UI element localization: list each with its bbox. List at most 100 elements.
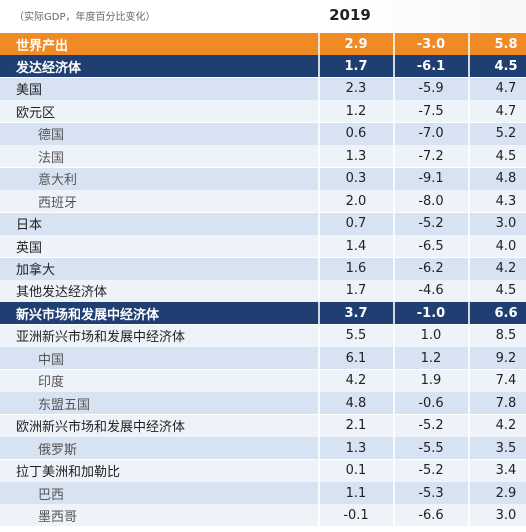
row-label: 加拿大 — [16, 263, 56, 278]
row-label: 世界产出 — [16, 38, 69, 54]
value-cell: 2.1 — [345, 418, 367, 434]
value-cell: -7.2 — [418, 148, 444, 164]
row-label: 巴西 — [38, 487, 65, 503]
value-cell: 4.7 — [495, 81, 517, 97]
table-row: 世界产出 2.9 -3.0 5.8 — [0, 33, 526, 55]
row-label: 欧元区 — [16, 105, 56, 121]
value-cell: 3.5 — [495, 440, 517, 456]
row-label: 意大利 — [38, 173, 78, 189]
value-cell: 1.3 — [345, 440, 367, 456]
row-label: 西班牙 — [38, 195, 78, 211]
value-cell: 0.6 — [345, 126, 367, 142]
value-cell: 4.2 — [495, 418, 517, 434]
value-cell: -8.0 — [418, 193, 444, 209]
value-cell: 2.9 — [344, 36, 368, 52]
value-cell: 3.0 — [495, 216, 517, 232]
row-label: 英国 — [16, 240, 43, 256]
value-cell: -6.1 — [416, 58, 446, 74]
table-header: （实际GDP，年度百分比变化） 2019 — [0, 0, 526, 32]
value-cell: 3.4 — [495, 463, 517, 479]
row-label: 印度 — [38, 375, 65, 391]
row-label: 亚洲新兴市场和发展中经济体 — [16, 330, 186, 346]
column-separator — [393, 32, 395, 532]
value-cell: 8.5 — [495, 328, 517, 344]
value-cell: 2.9 — [495, 485, 517, 501]
value-cell: 1.7 — [345, 283, 367, 299]
row-label: 拉丁美洲和加勒比 — [16, 465, 121, 481]
value-cell: -1.0 — [416, 305, 446, 321]
value-cell: 1.2 — [420, 350, 442, 366]
value-cell: 2.3 — [345, 81, 367, 97]
row-label: 日本 — [16, 218, 43, 234]
value-cell: -5.9 — [418, 81, 444, 97]
table-row: 新兴市场和发展中经济体 3.7 -1.0 6.6 — [0, 302, 526, 325]
value-cell: 4.5 — [494, 58, 518, 74]
table-row: 欧洲新兴市场和发展中经济体 2.1 -5.2 4.2 — [0, 414, 526, 437]
value-cell: 4.5 — [495, 148, 517, 164]
value-cell: 3.0 — [495, 507, 517, 523]
value-cell: 9.2 — [495, 350, 517, 366]
value-cell: -3.0 — [416, 36, 446, 52]
value-cell: -4.6 — [418, 283, 444, 299]
table-row: 东盟五国 4.8 -0.6 7.8 — [0, 392, 526, 415]
row-label: 法国 — [38, 150, 65, 166]
table-row: 拉丁美洲和加勒比 0.1 -5.2 3.4 — [0, 459, 526, 482]
row-label: 新兴市场和发展中经济体 — [16, 307, 160, 323]
row-label: 墨西哥 — [38, 509, 78, 525]
value-cell: 5.2 — [495, 126, 517, 142]
value-cell: -6.2 — [418, 261, 444, 276]
value-cell: 1.3 — [345, 148, 367, 164]
table-row: 意大利 0.3 -9.1 4.8 — [0, 167, 526, 190]
value-cell: -6.6 — [418, 507, 444, 523]
table-row: 欧元区 1.2 -7.5 4.7 — [0, 100, 526, 123]
value-cell: 2.0 — [345, 193, 367, 209]
value-cell: 1.9 — [420, 373, 442, 389]
value-cell: -0.6 — [418, 395, 444, 411]
table-row: 中国 6.1 1.2 9.2 — [0, 347, 526, 370]
header-note: （实际GDP，年度百分比变化） — [14, 12, 156, 23]
value-cell: 6.1 — [345, 350, 367, 366]
row-label: 美国 — [16, 83, 43, 99]
value-cell: 1.4 — [345, 238, 367, 254]
value-cell: 1.6 — [345, 261, 367, 276]
value-cell: -9.1 — [418, 171, 444, 187]
row-label: 东盟五国 — [38, 397, 91, 413]
table-row: 美国 2.3 -5.9 4.7 — [0, 77, 526, 100]
table-row: 日本 0.7 -5.2 3.0 — [0, 212, 526, 235]
column-separator — [318, 32, 320, 532]
table-row: 西班牙 2.0 -8.0 4.3 — [0, 190, 526, 213]
table-row: 德国 0.6 -7.0 5.2 — [0, 122, 526, 145]
value-cell: 0.7 — [345, 216, 367, 232]
value-cell: 4.5 — [495, 283, 517, 299]
table-row: 英国 1.4 -6.5 4.0 — [0, 235, 526, 258]
value-cell: 1.1 — [345, 485, 367, 501]
value-cell: -6.5 — [418, 238, 444, 254]
value-cell: 7.4 — [495, 373, 517, 389]
value-cell: -5.2 — [418, 418, 444, 434]
value-cell: -7.5 — [418, 103, 444, 119]
table-row: 法国 1.3 -7.2 4.5 — [0, 145, 526, 168]
table-row: 其他发达经济体 1.7 -4.6 4.5 — [0, 279, 526, 302]
value-cell: -7.0 — [418, 126, 444, 142]
value-cell: 5.8 — [494, 36, 518, 52]
value-cell: -5.5 — [418, 440, 444, 456]
value-cell: -5.2 — [418, 216, 444, 232]
table-row: 墨西哥 -0.1 -6.6 3.0 — [0, 504, 526, 527]
value-cell: 5.5 — [345, 328, 367, 344]
value-cell: 4.0 — [495, 238, 517, 254]
row-label: 发达经济体 — [16, 60, 82, 76]
year-header: 2019 — [329, 6, 371, 24]
value-cell: 4.7 — [495, 103, 517, 119]
value-cell: 4.8 — [495, 171, 517, 187]
row-label: 欧洲新兴市场和发展中经济体 — [16, 420, 186, 436]
value-cell: 0.3 — [345, 171, 367, 187]
value-cell: 4.2 — [345, 373, 367, 389]
value-cell: -5.3 — [418, 485, 444, 501]
value-cell: 1.2 — [345, 103, 367, 119]
column-separator — [468, 32, 470, 532]
value-cell: 1.7 — [344, 58, 368, 74]
value-cell: 3.7 — [344, 305, 368, 321]
row-label: 俄罗斯 — [38, 442, 78, 458]
table-row: 发达经济体 1.7 -6.1 4.5 — [0, 55, 526, 78]
